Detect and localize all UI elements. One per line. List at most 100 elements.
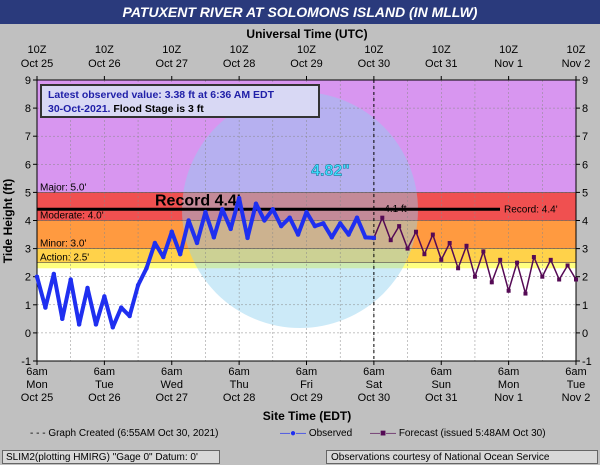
forecast-point (405, 246, 410, 251)
forecast-point (498, 257, 503, 262)
x-tick-label-time: 6am (363, 366, 384, 378)
forecast-point (388, 238, 393, 243)
observed-point (177, 252, 183, 257)
y-tick-label-right: 4 (582, 216, 588, 228)
utc-tick-label-time: 10Z (432, 44, 451, 56)
forecast-point (380, 215, 385, 220)
forecast-point (540, 274, 545, 279)
observed-point (60, 316, 65, 322)
observed-point (270, 207, 276, 212)
forecast-point (413, 229, 418, 234)
forecast-point (515, 260, 520, 265)
x-tick-label-day: Fri (300, 379, 313, 391)
x-tick-label-time: 6am (296, 366, 317, 378)
forecast-point (565, 263, 570, 268)
utc-tick-label-date: Nov 2 (562, 58, 591, 70)
top-axis-title: Universal Time (UTC) (246, 27, 367, 41)
forecast-point (422, 252, 427, 257)
y-tick-label: 0 (25, 328, 31, 340)
observed-point (119, 305, 124, 310)
observed-point (161, 254, 166, 260)
observed-point (245, 235, 250, 241)
chart-title: PATUXENT RIVER AT SOLOMONS ISLAND (IN ML… (0, 0, 600, 24)
x-tick-label-date: Oct 31 (425, 392, 457, 404)
observed-point (135, 282, 141, 288)
observed-point (262, 218, 267, 223)
observed-point (194, 240, 200, 246)
forecast-point (489, 280, 494, 285)
forecast-point (481, 249, 486, 254)
latest-value-line: Latest observed value: 3.38 ft at 6:36 A… (48, 89, 275, 101)
y-tick-label-right: 6 (582, 159, 588, 171)
forecast-point (548, 257, 553, 262)
observed-point (186, 218, 191, 223)
utc-tick-label-date: Nov 1 (494, 58, 523, 70)
y-tick-label: -1 (21, 356, 31, 368)
x-tick-label-date: Oct 29 (290, 392, 322, 404)
forecast-point (464, 243, 469, 248)
y-tick-label: 5 (25, 187, 31, 199)
x-tick-label-day: Mon (498, 379, 519, 391)
forecast-point (531, 255, 536, 260)
y-tick-label: 4 (25, 216, 31, 228)
forecast-point (447, 240, 452, 245)
y-tick-label: 8 (25, 103, 31, 115)
observed-point (144, 266, 149, 271)
forecast-point (506, 288, 511, 293)
forecast-point (430, 232, 435, 237)
y-tick-label: 9 (25, 75, 31, 87)
observed-point (321, 221, 326, 226)
observed-point (203, 209, 208, 215)
observed-peak-label: 4.82" (311, 163, 350, 180)
forecast-point (574, 277, 578, 282)
stage-label: Major: 5.0' (40, 182, 86, 193)
y-tick-label: 3 (25, 244, 31, 256)
x-tick-label-time: 6am (26, 366, 47, 378)
observed-point (152, 240, 158, 246)
x-tick-label-day: Sat (366, 379, 383, 391)
x-tick-label-time: 6am (228, 366, 249, 378)
observed-point (312, 223, 318, 229)
x-tick-label-time: 6am (94, 366, 115, 378)
observed-point (236, 195, 242, 201)
observed-point (127, 313, 132, 319)
utc-tick-label-date: Oct 27 (156, 58, 188, 70)
y-tick-label: 2 (25, 272, 31, 284)
utc-tick-label-date: Oct 29 (290, 58, 322, 70)
y-tick-label-right: 8 (582, 103, 588, 115)
footer-credit: Observations courtesy of National Ocean … (326, 450, 598, 464)
legend-observed: —●— Observed (280, 428, 353, 439)
record-label-right: Record: 4.4' (504, 204, 558, 215)
y-tick-label: 6 (25, 159, 31, 171)
forecast-point (397, 224, 402, 229)
latest-value-box: Latest observed value: 3.38 ft at 6:36 A… (40, 84, 320, 118)
observed-point (51, 271, 57, 277)
y-axis-title: Tide Height (ft) (1, 179, 15, 263)
utc-tick-label-date: Oct 25 (21, 58, 53, 70)
y-tick-label: 7 (25, 131, 31, 143)
x-tick-label-day: Sun (431, 379, 451, 391)
x-tick-label-time: 6am (565, 366, 586, 378)
y-tick-label-right: 0 (582, 328, 588, 340)
observed-point (102, 294, 107, 299)
observed-point (363, 235, 368, 240)
x-tick-label-time: 6am (498, 366, 519, 378)
record-label: Record 4.4' (155, 192, 241, 209)
x-tick-label-date: Oct 30 (358, 392, 390, 404)
stage-label: Moderate: 4.0' (40, 211, 104, 222)
y-tick-label: 1 (25, 300, 31, 312)
latest-value-date: 30-Oct-2021. (48, 103, 111, 115)
observed-point (110, 325, 115, 330)
observed-point (295, 232, 301, 237)
chart-legend: - - - Graph Created (6:55AM Oct 30, 2021… (30, 428, 590, 442)
x-tick-label-time: 6am (431, 366, 452, 378)
y-tick-label-right: 3 (582, 244, 588, 256)
x-tick-label-day: Thu (230, 379, 249, 391)
y-tick-label-right: 5 (582, 187, 588, 199)
utc-tick-label-time: 10Z (364, 44, 383, 56)
bottom-axis-title: Site Time (EDT) (263, 409, 351, 423)
x-tick-label-date: Oct 28 (223, 392, 255, 404)
utc-tick-label-time: 10Z (567, 44, 586, 56)
